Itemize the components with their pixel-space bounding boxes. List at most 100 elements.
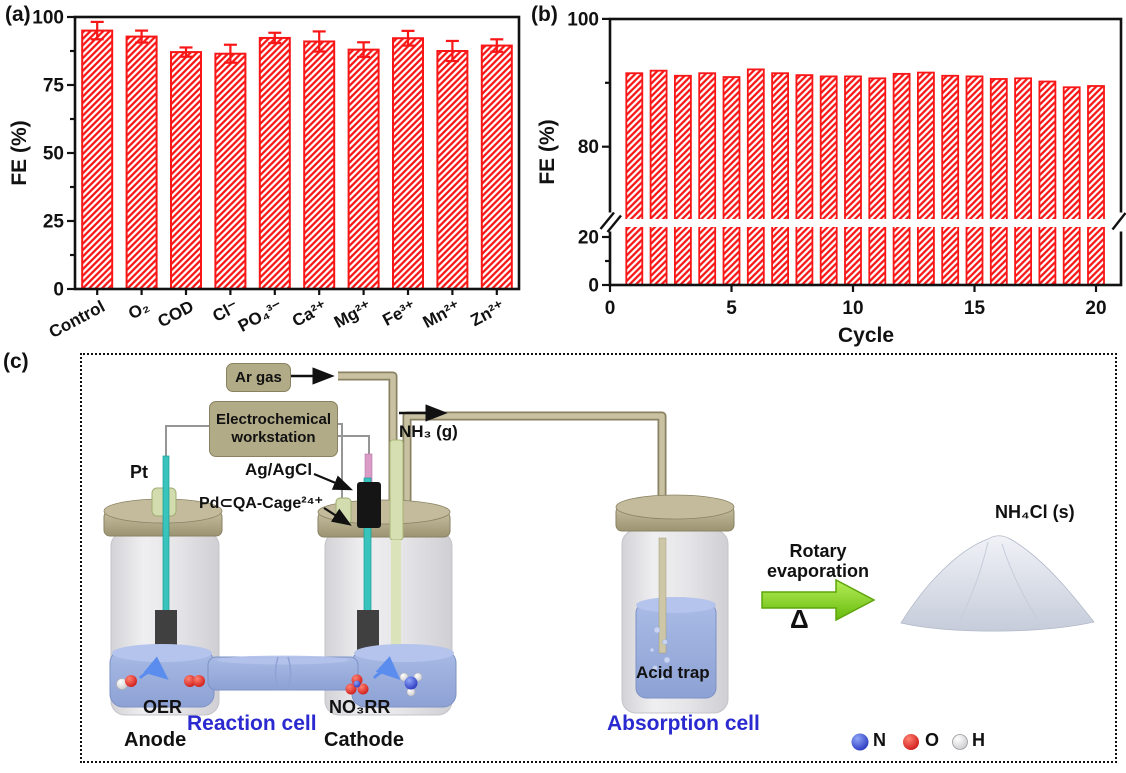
pt-electrode-rod xyxy=(162,455,170,613)
bar xyxy=(892,72,911,286)
axis-text: COD xyxy=(155,297,197,332)
bar xyxy=(965,75,984,286)
axis-text: 100 xyxy=(32,8,64,29)
axis-break-mark xyxy=(1111,212,1126,231)
axis-text: Mn²⁺ xyxy=(420,297,464,332)
bar xyxy=(436,50,469,290)
nh4cl-label: NH₄Cl (s) xyxy=(995,502,1075,522)
bar xyxy=(81,29,114,290)
bar xyxy=(844,75,862,286)
bar xyxy=(170,51,202,291)
legend-spheres xyxy=(851,733,968,751)
pt-label: Pt xyxy=(130,462,148,482)
workstation-box: Electrochemical workstation xyxy=(209,401,338,457)
axis-text: 80 xyxy=(578,137,599,158)
bar xyxy=(698,72,717,286)
bar xyxy=(795,74,814,286)
plot-frame xyxy=(608,17,1123,287)
legend-h-label: H xyxy=(972,730,985,750)
bubbles xyxy=(649,626,671,681)
gas-inlet-sheath xyxy=(389,439,404,541)
panel-a-label: (a) xyxy=(5,3,31,26)
setup-diagram xyxy=(103,367,1095,751)
axis-text: Cycle xyxy=(838,324,894,347)
axis-text: Control xyxy=(46,297,108,342)
bar xyxy=(214,52,247,290)
ag-agcl-pointer-arrow xyxy=(313,472,354,491)
cathode-label: Cathode xyxy=(324,729,404,751)
bar xyxy=(258,36,291,290)
absorption-cell-label: Absorption cell xyxy=(607,712,760,735)
axis-text: Mg²⁺ xyxy=(331,297,375,332)
legend-o-label: O xyxy=(925,730,940,750)
axis-text: PO₄³⁻ xyxy=(235,297,286,336)
reaction-cell-label: Reaction cell xyxy=(187,712,317,735)
axis-ticks xyxy=(602,17,1098,292)
powder-pile xyxy=(900,535,1095,632)
h-atom-icon xyxy=(952,734,968,750)
oer-molecules xyxy=(116,656,205,690)
ar-gas-box: Ar gas xyxy=(226,363,291,392)
bar xyxy=(746,68,765,286)
pd-cage-label: Pd⊂QA-Cage²⁴⁺ xyxy=(199,495,323,512)
oer-label: OER xyxy=(143,697,183,717)
axis-text: 10 xyxy=(842,298,863,319)
bar xyxy=(916,71,935,286)
axis-text: O₂ xyxy=(125,297,152,324)
absorption-cell-group xyxy=(615,494,735,714)
bar xyxy=(347,48,380,290)
axis-text: Fe³⁺ xyxy=(380,297,419,330)
chart-b-bar-chart: 80 100 0 20 0 5 10 15 20 Cycle FE (%) xyxy=(536,9,1126,347)
axis-text: 0 xyxy=(605,298,616,319)
ag-agcl-electrode xyxy=(357,482,381,528)
panel-c-border xyxy=(80,353,1117,763)
ag-agcl-label: Ag/AgCl xyxy=(245,460,313,479)
panel-c: (c) xyxy=(0,348,1126,773)
axis-text: 20 xyxy=(578,228,599,249)
bar xyxy=(868,77,887,286)
anode-label: Anode xyxy=(124,729,187,751)
acid-trap-liquid xyxy=(635,602,717,699)
bar xyxy=(941,74,960,286)
bar xyxy=(649,69,668,286)
o-atom-icon xyxy=(903,734,919,750)
bar xyxy=(1014,77,1033,286)
bar xyxy=(392,37,424,290)
axis-text: 25 xyxy=(43,212,65,233)
workstation-wires xyxy=(165,423,370,498)
delta-heat-symbol: Δ xyxy=(790,604,809,634)
bar xyxy=(303,40,336,291)
axis-text: 0 xyxy=(588,276,599,297)
legend-n-label: N xyxy=(873,730,886,750)
axis-text: FE (%) xyxy=(8,120,31,185)
axis-text: 50 xyxy=(43,144,64,165)
no3rr-molecules xyxy=(345,656,423,697)
axis-text: 100 xyxy=(567,9,599,30)
bar xyxy=(125,35,158,290)
axis-text: FE (%) xyxy=(536,119,559,184)
bar xyxy=(1038,80,1057,286)
n-atom-icon xyxy=(851,733,869,751)
bar xyxy=(819,75,838,286)
bar xyxy=(722,76,741,286)
axis-text: 75 xyxy=(43,76,65,97)
bar xyxy=(1087,85,1105,286)
bar xyxy=(989,78,1008,286)
nh3-gas-label: NH₃ (g) xyxy=(399,422,458,441)
bar xyxy=(1062,86,1081,286)
axis-break-mark xyxy=(599,211,615,230)
rotary-evaporation-arrow xyxy=(761,578,876,622)
bar xyxy=(673,74,692,286)
axis-text: Zn²⁺ xyxy=(467,297,507,330)
rotary-evaporation-label: Rotary evaporation xyxy=(766,541,870,581)
axis-text: 0 xyxy=(53,280,64,301)
axis-break-band xyxy=(611,219,1120,227)
axis-break-mark xyxy=(606,214,622,233)
axis-text: 20 xyxy=(1085,298,1106,319)
pd-cage-pointer-arrow xyxy=(323,507,352,526)
panel-b-label: (b) xyxy=(531,3,558,26)
acid-trap-label: Acid trap xyxy=(636,663,710,682)
bar xyxy=(480,44,513,291)
